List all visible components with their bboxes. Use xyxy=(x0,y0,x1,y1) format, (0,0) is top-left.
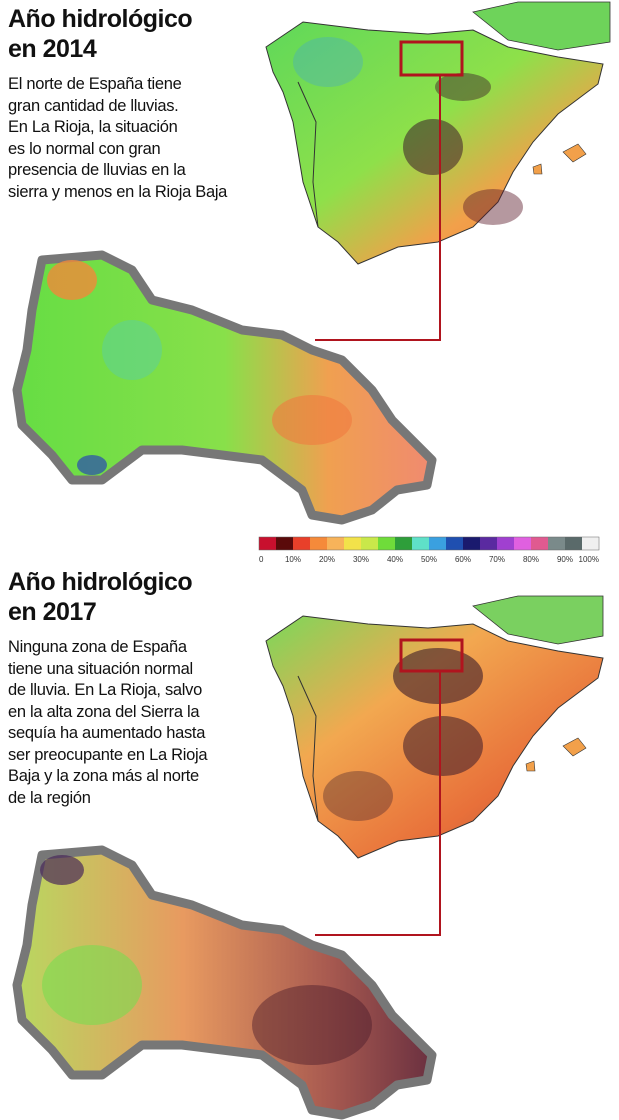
legend-swatch xyxy=(259,537,277,550)
text-line: presencia de lluvias en la xyxy=(8,161,186,179)
legend-swatch xyxy=(480,537,498,550)
connector xyxy=(315,671,441,936)
legend-swatch xyxy=(582,537,600,550)
legend-label: 50% xyxy=(421,555,437,564)
text-line: es lo normal con gran xyxy=(8,139,161,158)
legend-label: 30% xyxy=(353,555,369,564)
description: El norte de España tiene gran cantidad de… xyxy=(8,74,227,203)
legend-swatch xyxy=(514,537,532,550)
legend-swatch xyxy=(276,537,294,550)
text-line: Año hidrológico xyxy=(8,568,193,596)
title: Año hidrológico en 2017 xyxy=(8,567,193,627)
legend-label: 40% xyxy=(387,555,403,564)
text-line: de la región xyxy=(8,788,91,807)
legend-swatch xyxy=(412,537,430,550)
highlight-box xyxy=(399,40,464,77)
text-line: sierra y menos en la Rioja Baja xyxy=(8,182,228,201)
legend-swatch xyxy=(361,537,379,550)
text-line: Ninguna zona de España xyxy=(8,638,187,656)
rioja-map-2017 xyxy=(12,845,437,1120)
text-line: En La Rioja, la situación xyxy=(8,118,178,136)
text-line: de lluvia. En La Rioja, salvo xyxy=(8,681,202,699)
legend-swatch xyxy=(463,537,481,550)
description: Ninguna zona de España tiene una situació… xyxy=(8,637,208,809)
legend-label: 60% xyxy=(455,555,471,564)
legend-swatch xyxy=(446,537,464,550)
text-line: El norte de España tiene xyxy=(8,75,182,93)
legend-swatch xyxy=(327,537,345,550)
text-line: tiene una situación normal xyxy=(8,659,193,678)
highlight-box xyxy=(399,638,464,673)
legend-swatch xyxy=(310,537,328,550)
rioja-map-2014 xyxy=(12,250,437,525)
text-line: en 2017 xyxy=(8,598,97,626)
legend-swatch xyxy=(429,537,447,550)
spain-map-2017 xyxy=(265,595,604,859)
spain-map-2014 xyxy=(265,1,611,265)
legend-swatch xyxy=(395,537,413,550)
text-line: gran cantidad de lluvias. xyxy=(8,96,179,115)
text-line: Año hidrológico xyxy=(8,5,193,33)
legend-label: 90% xyxy=(557,555,573,564)
text-line: en la alta zona del Sierra la xyxy=(8,702,200,721)
legend-swatch xyxy=(378,537,396,550)
text-line: sequía ha aumentado hasta xyxy=(8,724,206,742)
legend-swatch xyxy=(497,537,515,550)
text-line: ser preocupante en La Rioja xyxy=(8,745,208,764)
text-line: en 2014 xyxy=(8,35,97,63)
legend-label: 80% xyxy=(523,555,539,564)
connector xyxy=(315,75,441,341)
legend-swatch xyxy=(344,537,362,550)
legend-label: 20% xyxy=(319,555,335,564)
legend-swatch xyxy=(565,537,583,550)
legend-label: 10% xyxy=(285,555,301,564)
legend-label: 0 xyxy=(259,555,264,564)
legend-swatch xyxy=(531,537,549,550)
legend: 0 10% 20% 30% 40% 50% 60% 70% 80% 90% 100% xyxy=(258,536,600,564)
legend-swatch xyxy=(293,537,311,550)
legend-frame xyxy=(258,536,600,551)
legend-label: 100% xyxy=(579,555,599,564)
text-line: Baja y la zona más al norte xyxy=(8,767,199,785)
legend-label: 70% xyxy=(489,555,505,564)
legend-swatch xyxy=(548,537,566,550)
title: Año hidrológico en 2014 xyxy=(8,4,193,64)
